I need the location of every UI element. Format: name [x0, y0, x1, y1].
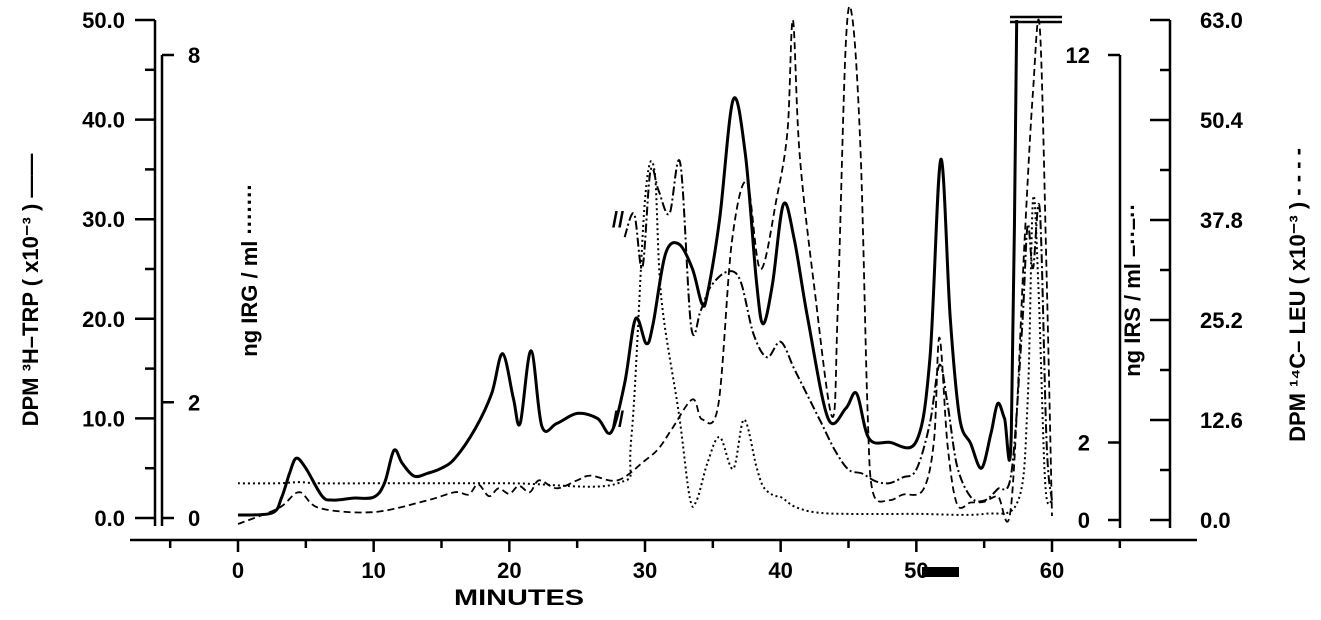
left-outer-tick-label: 20.0 [82, 307, 125, 332]
x-tick-label: 60 [1040, 558, 1064, 583]
x-tick-label: 30 [633, 558, 657, 583]
right-outer-tick-label: 37.8 [1200, 208, 1243, 233]
x-axis-title: MINUTES [454, 585, 584, 610]
x-tick-label: 40 [768, 558, 792, 583]
right-inner-tick-label: 0 [1078, 508, 1090, 533]
left-outer-tick-label: 50.0 [82, 8, 125, 33]
break-mark: // [612, 207, 624, 232]
right-outer-tick-label: 0.0 [1200, 508, 1231, 533]
break-mark: // [612, 406, 624, 431]
left-inner-axis-title: ng IRG / ml ······· [237, 183, 262, 357]
series-solid-line [237, 19, 1019, 517]
left-outer-tick-label: 10.0 [82, 406, 125, 431]
left-outer-tick-label: 0.0 [94, 506, 125, 531]
left-outer-tick-label: 30.0 [82, 207, 125, 232]
left-inner-tick-label: 8 [188, 43, 200, 68]
series-layer [237, 5, 1053, 525]
series-dashed-line [237, 5, 1053, 525]
right-outer-axis-title: DPM ¹⁴C– LEU ( x10⁻³ ) - - - - [1285, 148, 1310, 442]
right-outer-tick-label: 12.6 [1200, 408, 1243, 433]
left-inner-tick-label: 2 [188, 390, 200, 415]
right-outer-tick-label: 63.0 [1200, 8, 1243, 33]
annotation-layer: // // [612, 207, 624, 431]
right-inner-tick-label: 2 [1078, 431, 1090, 456]
left-outer-tick-label: 40.0 [82, 108, 125, 133]
axes-layer: 0 10 20 30 40 50 600.010.020.030.040.050.00280… [82, 8, 1243, 583]
right-outer-tick-label: 50.4 [1200, 108, 1244, 133]
x-tick-label: 10 [361, 558, 385, 583]
right-inner-axis-title: ng IRS / ml –··–·· [1120, 203, 1145, 377]
fraction-bar [922, 567, 959, 577]
x-tick-label: 20 [497, 558, 521, 583]
left-outer-axis-title: DPM ³H–TRP ( x10⁻³ ) —— [18, 154, 43, 427]
right-inner-tick-label: 12 [1066, 43, 1090, 68]
x-tick-label: 0 [232, 558, 244, 583]
right-outer-tick-label: 25.2 [1200, 308, 1243, 333]
left-inner-tick-label: 0 [188, 506, 200, 531]
